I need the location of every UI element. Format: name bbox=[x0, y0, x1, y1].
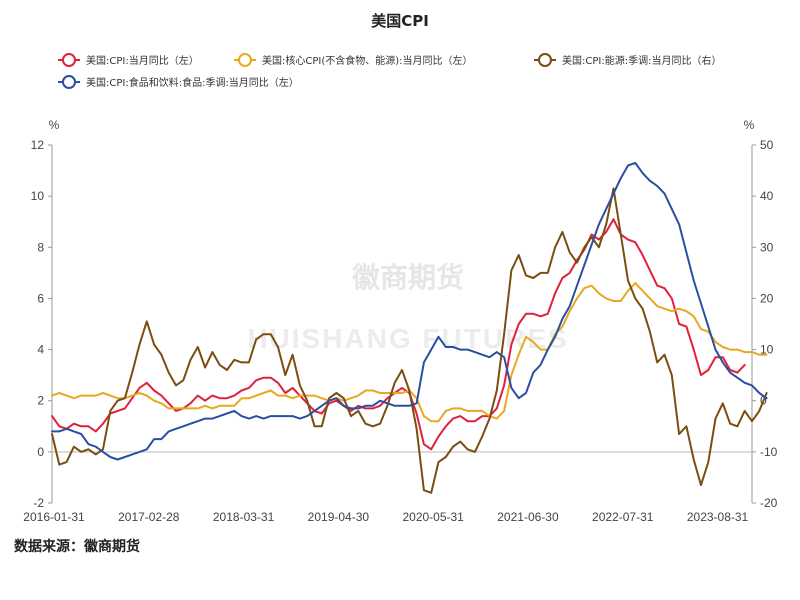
left-tick-label: 4 bbox=[37, 343, 44, 357]
right-tick-label: -10 bbox=[760, 445, 778, 459]
series-line-3 bbox=[51, 161, 768, 461]
right-tick-label: 10 bbox=[760, 343, 774, 357]
right-tick-label: 40 bbox=[760, 189, 774, 203]
legend-marker-icon bbox=[62, 75, 76, 89]
legend-label-food-cpi: 美国:CPI:食品和饮料:食品:季调:当月同比（左） bbox=[86, 76, 299, 89]
left-tick-label: 6 bbox=[37, 291, 44, 305]
x-tick-label: 2023-08-31 bbox=[687, 510, 749, 524]
left-tick-labels: -2 0 2 4 6 8 10 12 bbox=[31, 138, 52, 510]
right-tick-label: 50 bbox=[760, 138, 774, 152]
source-note: 数据来源：徽商期货 bbox=[14, 539, 140, 555]
left-tick-label: -2 bbox=[33, 496, 44, 510]
x-tick-label: 2021-06-30 bbox=[497, 510, 559, 524]
right-axis-unit: % bbox=[744, 118, 755, 132]
legend-marker-icon bbox=[538, 53, 552, 67]
x-tick-label: 2017-02-28 bbox=[118, 510, 180, 524]
left-tick-label: 2 bbox=[37, 394, 44, 408]
legend-label-energy-cpi: 美国:CPI:能源:季调:当月同比（右） bbox=[562, 54, 721, 67]
x-tick-label: 2019-04-30 bbox=[308, 510, 370, 524]
legend-item-food-cpi: 美国:CPI:食品和饮料:食品:季调:当月同比（左） bbox=[58, 75, 299, 89]
left-tick-label: 10 bbox=[31, 189, 45, 203]
legend-label-core-cpi: 美国:核心CPI(不含食物、能源):当月同比（左） bbox=[262, 54, 473, 67]
right-tick-label: -20 bbox=[760, 496, 778, 510]
legend-label-cpi: 美国:CPI:当月同比（左） bbox=[86, 54, 199, 67]
right-tick-label: 20 bbox=[760, 291, 774, 305]
x-tick-label: 2016-01-31 bbox=[23, 510, 85, 524]
x-tick-label: 2020-05-31 bbox=[402, 510, 464, 524]
series-layer bbox=[51, 161, 768, 494]
right-tick-label: 30 bbox=[760, 240, 774, 254]
left-axis-unit: % bbox=[49, 118, 60, 132]
legend-marker-icon bbox=[238, 53, 252, 67]
legend: 美国:CPI:当月同比（左） 美国:核心CPI(不含食物、能源):当月同比（左）… bbox=[58, 53, 721, 89]
left-tick-label: 8 bbox=[37, 240, 44, 254]
legend-marker-icon bbox=[62, 53, 76, 67]
left-tick-label: 12 bbox=[31, 138, 45, 152]
legend-item-energy-cpi: 美国:CPI:能源:季调:当月同比（右） bbox=[534, 53, 721, 67]
legend-item-core-cpi: 美国:核心CPI(不含食物、能源):当月同比（左） bbox=[234, 53, 473, 67]
left-tick-label: 0 bbox=[37, 445, 44, 459]
chart-title: 美国CPI bbox=[371, 12, 429, 30]
x-tick-labels: 2016-01-31 2017-02-28 2018-03-31 2019-04-30… bbox=[23, 510, 748, 524]
series-line-0 bbox=[51, 218, 746, 451]
series-line-2 bbox=[51, 187, 768, 494]
legend-item-cpi: 美国:CPI:当月同比（左） bbox=[58, 53, 199, 67]
x-tick-label: 2018-03-31 bbox=[213, 510, 275, 524]
watermark-cn: 徽商期货 bbox=[351, 261, 464, 294]
x-tick-label: 2022-07-31 bbox=[592, 510, 654, 524]
